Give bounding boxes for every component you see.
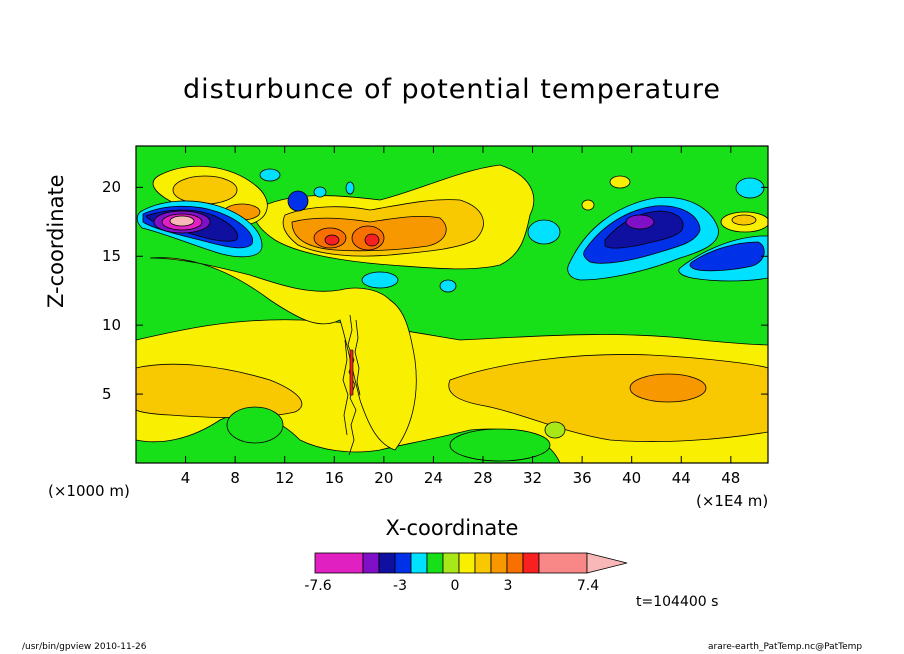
region-warm-lower-right — [629, 373, 707, 403]
colorbar-swatch — [458, 552, 476, 574]
colorbar-swatch — [490, 552, 508, 574]
footer-right: arare-earth_PatTemp.nc@PatTemp — [708, 642, 863, 652]
y-axis-label: Z-coordinate — [44, 174, 68, 308]
colorbar-swatch — [522, 552, 540, 574]
colorbar-extension — [586, 552, 628, 574]
region-cold-blob-5 — [361, 271, 399, 289]
colorbar-label: 0 — [450, 578, 460, 594]
region-orange-upper-left — [172, 175, 238, 205]
x-tick-label: 20 — [374, 469, 394, 487]
y-tick-marks — [136, 186, 768, 395]
region-cold-right-2 — [689, 241, 765, 272]
x-tick-label: 36 — [572, 469, 592, 487]
colorbar-swatch — [506, 552, 524, 574]
x-unit-left: (×1000 m) — [48, 482, 130, 500]
colorbar-label: 7.4 — [576, 578, 600, 594]
y-tick-label: 5 — [102, 385, 112, 404]
region-yellow-upper-right-2 — [609, 175, 631, 189]
time-label: t=104400 s — [636, 594, 719, 610]
colorbar-swatch — [538, 552, 588, 574]
colorbar-label: -3 — [393, 578, 407, 594]
x-tick-label: 16 — [324, 469, 344, 487]
x-tick-label: 24 — [423, 469, 443, 487]
contour-field — [136, 146, 768, 463]
colorbar-swatch — [378, 552, 396, 574]
x-tick-label: 12 — [275, 469, 295, 487]
y-tick-label: 15 — [102, 247, 122, 266]
x-tick-label: 8 — [230, 469, 240, 487]
colorbar-swatch — [394, 552, 412, 574]
region-column-noise — [342, 314, 361, 456]
x-tick-label: 48 — [721, 469, 741, 487]
y-tick-label: 10 — [102, 316, 122, 335]
region-orange-low — [136, 363, 303, 419]
colorbar-label: 3 — [503, 578, 513, 594]
region-warm-core-16-inner — [324, 234, 340, 246]
region-green-low-right — [449, 428, 551, 462]
colorbar-swatch — [410, 552, 428, 574]
chart-title: disturbunce of potential temperature — [183, 74, 721, 105]
region-warm-core-19-inner — [364, 233, 380, 247]
x-axis-label: X-coordinate — [385, 516, 519, 540]
x-tick-label: 32 — [523, 469, 543, 487]
x-unit-right: (×1E4 m) — [696, 492, 769, 510]
colorbar-swatch — [362, 552, 380, 574]
region-column-red — [349, 349, 354, 396]
region-green-low-left — [226, 406, 284, 444]
x-tick-label: 4 — [180, 469, 191, 487]
region-orange-upper-right — [731, 214, 757, 226]
footer-left: /usr/bin/gpview 2010-11-26 — [22, 642, 147, 652]
x-tick-label: 28 — [473, 469, 493, 487]
colorbar-swatch — [426, 552, 444, 574]
region-cold-blob-8 — [735, 177, 765, 199]
y-tick-label: 20 — [102, 178, 122, 197]
region-yellow-low-right — [544, 421, 566, 439]
region-yellow-mid — [149, 257, 417, 451]
region-cold-blob-7 — [527, 219, 561, 245]
x-tick-label: 44 — [671, 469, 691, 487]
colorbar-swatch — [314, 552, 364, 574]
region-cold-blob-6 — [439, 279, 457, 293]
region-cold-blob-3 — [345, 181, 355, 195]
region-cold-blob-4 — [259, 168, 281, 182]
colorbar-swatch — [474, 552, 492, 574]
colorbar-label: -7.6 — [304, 578, 332, 594]
x-tick-label: 40 — [622, 469, 642, 487]
region-warm-upper-left-3 — [169, 215, 195, 227]
region-yellow-upper-mid — [581, 199, 595, 211]
region-cold-blob-2 — [313, 186, 327, 198]
colorbar — [314, 552, 628, 574]
plot-frame — [135, 145, 769, 464]
region-cold-blob-1 — [287, 190, 309, 212]
colorbar-swatch — [442, 552, 460, 574]
region-cold-upper-right-4 — [625, 214, 655, 230]
x-tick-marks — [185, 146, 732, 463]
